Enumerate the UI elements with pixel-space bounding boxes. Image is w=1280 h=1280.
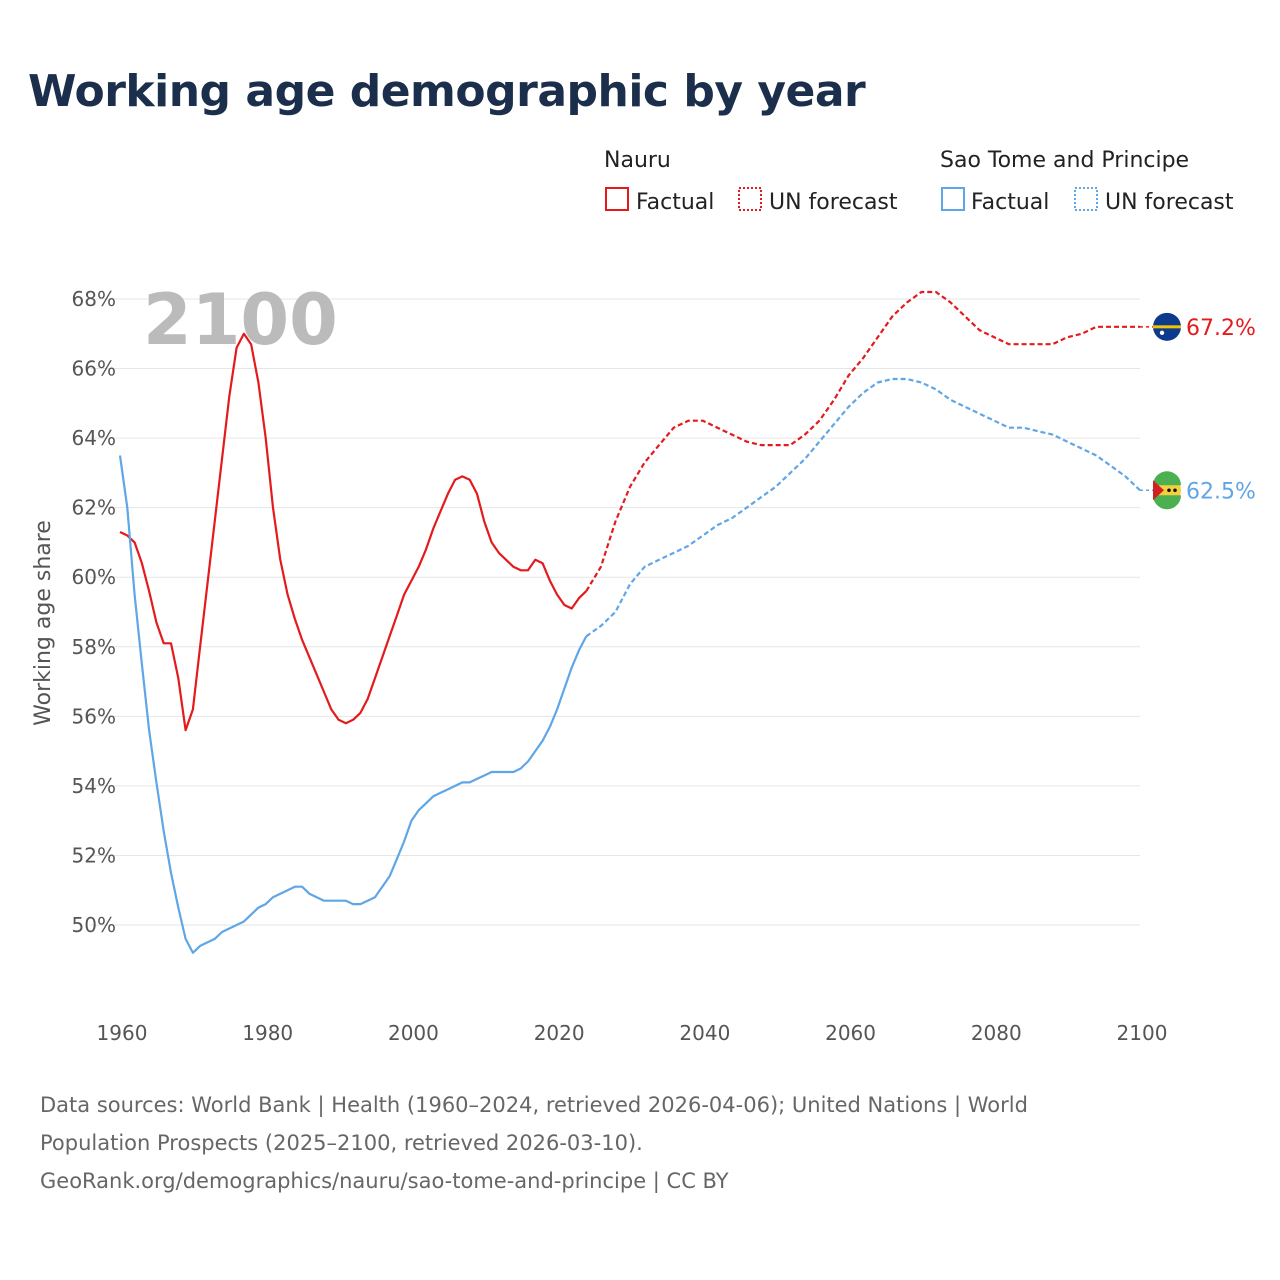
- y-tick-label: 60%: [72, 565, 116, 589]
- nauru-forecast-line: [585, 290, 1140, 592]
- y-tick-label: 56%: [72, 704, 116, 728]
- chart-title: Working age demographic by year: [28, 66, 866, 117]
- y-tick-label: 64%: [72, 426, 116, 450]
- stp-flag-star: [1167, 488, 1171, 493]
- gridlines: [90, 298, 1140, 926]
- y-tick-label: 58%: [72, 635, 116, 659]
- legend-stp-factual-label: Factual: [971, 190, 1049, 215]
- x-tick-label: 2040: [679, 1021, 730, 1045]
- y-tick-label: 52%: [72, 843, 116, 867]
- footer-line-1: Data sources: World Bank | Health (1960–…: [40, 1093, 1028, 1117]
- legend-nauru-forecast-label: UN forecast: [769, 190, 898, 215]
- footer-line-3: GeoRank.org/demographics/nauru/sao-tome-…: [40, 1169, 729, 1193]
- line-chart: 50% 52% 54% 56% 58% 60% 62% 64% 66% 68% 1960 1980 2…: [31, 148, 1256, 1045]
- sao-tome-flag-icon: [1153, 471, 1181, 510]
- stp-flag-green-top: [1153, 471, 1181, 486]
- nauru-factual-line: [119, 332, 588, 732]
- footer-line-2: Population Prospects (2025–2100, retriev…: [40, 1131, 643, 1155]
- stp-flag-green-bottom: [1153, 495, 1181, 510]
- stp-flag-star: [1173, 488, 1177, 493]
- legend: Nauru Factual UN forecast Sao Tome and P…: [604, 148, 1234, 215]
- legend-nauru-title: Nauru: [604, 148, 671, 173]
- nauru-flag-stripe: [1153, 325, 1181, 329]
- x-tick-label: 2020: [534, 1021, 585, 1045]
- legend-nauru-factual-swatch: [605, 187, 629, 211]
- x-tick-label: 2100: [1117, 1021, 1168, 1045]
- source-footer: Data sources: World Bank | Health (1960–…: [40, 1086, 1220, 1200]
- x-axis-ticks: 1960 1980 2000 2020 2040 2060 2080 2100: [97, 1021, 1168, 1045]
- x-tick-label: 2080: [971, 1021, 1022, 1045]
- y-axis-ticks: 50% 52% 54% 56% 58% 60% 62% 64% 66% 68%: [72, 287, 116, 937]
- x-tick-label: 1960: [97, 1021, 148, 1045]
- legend-stp-factual-swatch: [941, 187, 965, 211]
- legend-stp-forecast-swatch: [1074, 187, 1098, 211]
- legend-stp-forecast-label: UN forecast: [1105, 190, 1234, 215]
- legend-nauru-forecast-swatch: [738, 187, 762, 211]
- y-tick-label: 50%: [72, 913, 116, 937]
- sao-tome-forecast-line: [585, 377, 1141, 638]
- x-tick-label: 1980: [242, 1021, 293, 1045]
- sao-tome-factual-line: [118, 455, 588, 954]
- y-tick-label: 54%: [72, 774, 116, 798]
- y-tick-label: 68%: [72, 287, 116, 311]
- legend-stp-title: Sao Tome and Principe: [940, 148, 1189, 173]
- y-axis-label: Working age share: [31, 520, 56, 726]
- x-tick-label: 2060: [825, 1021, 876, 1045]
- y-tick-label: 62%: [72, 496, 116, 520]
- year-watermark: 2100: [143, 279, 338, 361]
- series-end-markers: 67.2% 62.5%: [1140, 312, 1256, 510]
- nauru-flag-star: [1159, 330, 1165, 336]
- nauru-flag-icon: [1153, 312, 1181, 341]
- x-tick-label: 2000: [388, 1021, 439, 1045]
- nauru-end-value-label: 67.2%: [1186, 316, 1256, 341]
- series-lines: [118, 290, 1141, 954]
- legend-nauru-factual-label: Factual: [636, 190, 714, 215]
- y-tick-label: 66%: [72, 357, 116, 381]
- stp-flag-triangle: [1153, 480, 1164, 501]
- sao-tome-end-value-label: 62.5%: [1186, 479, 1256, 504]
